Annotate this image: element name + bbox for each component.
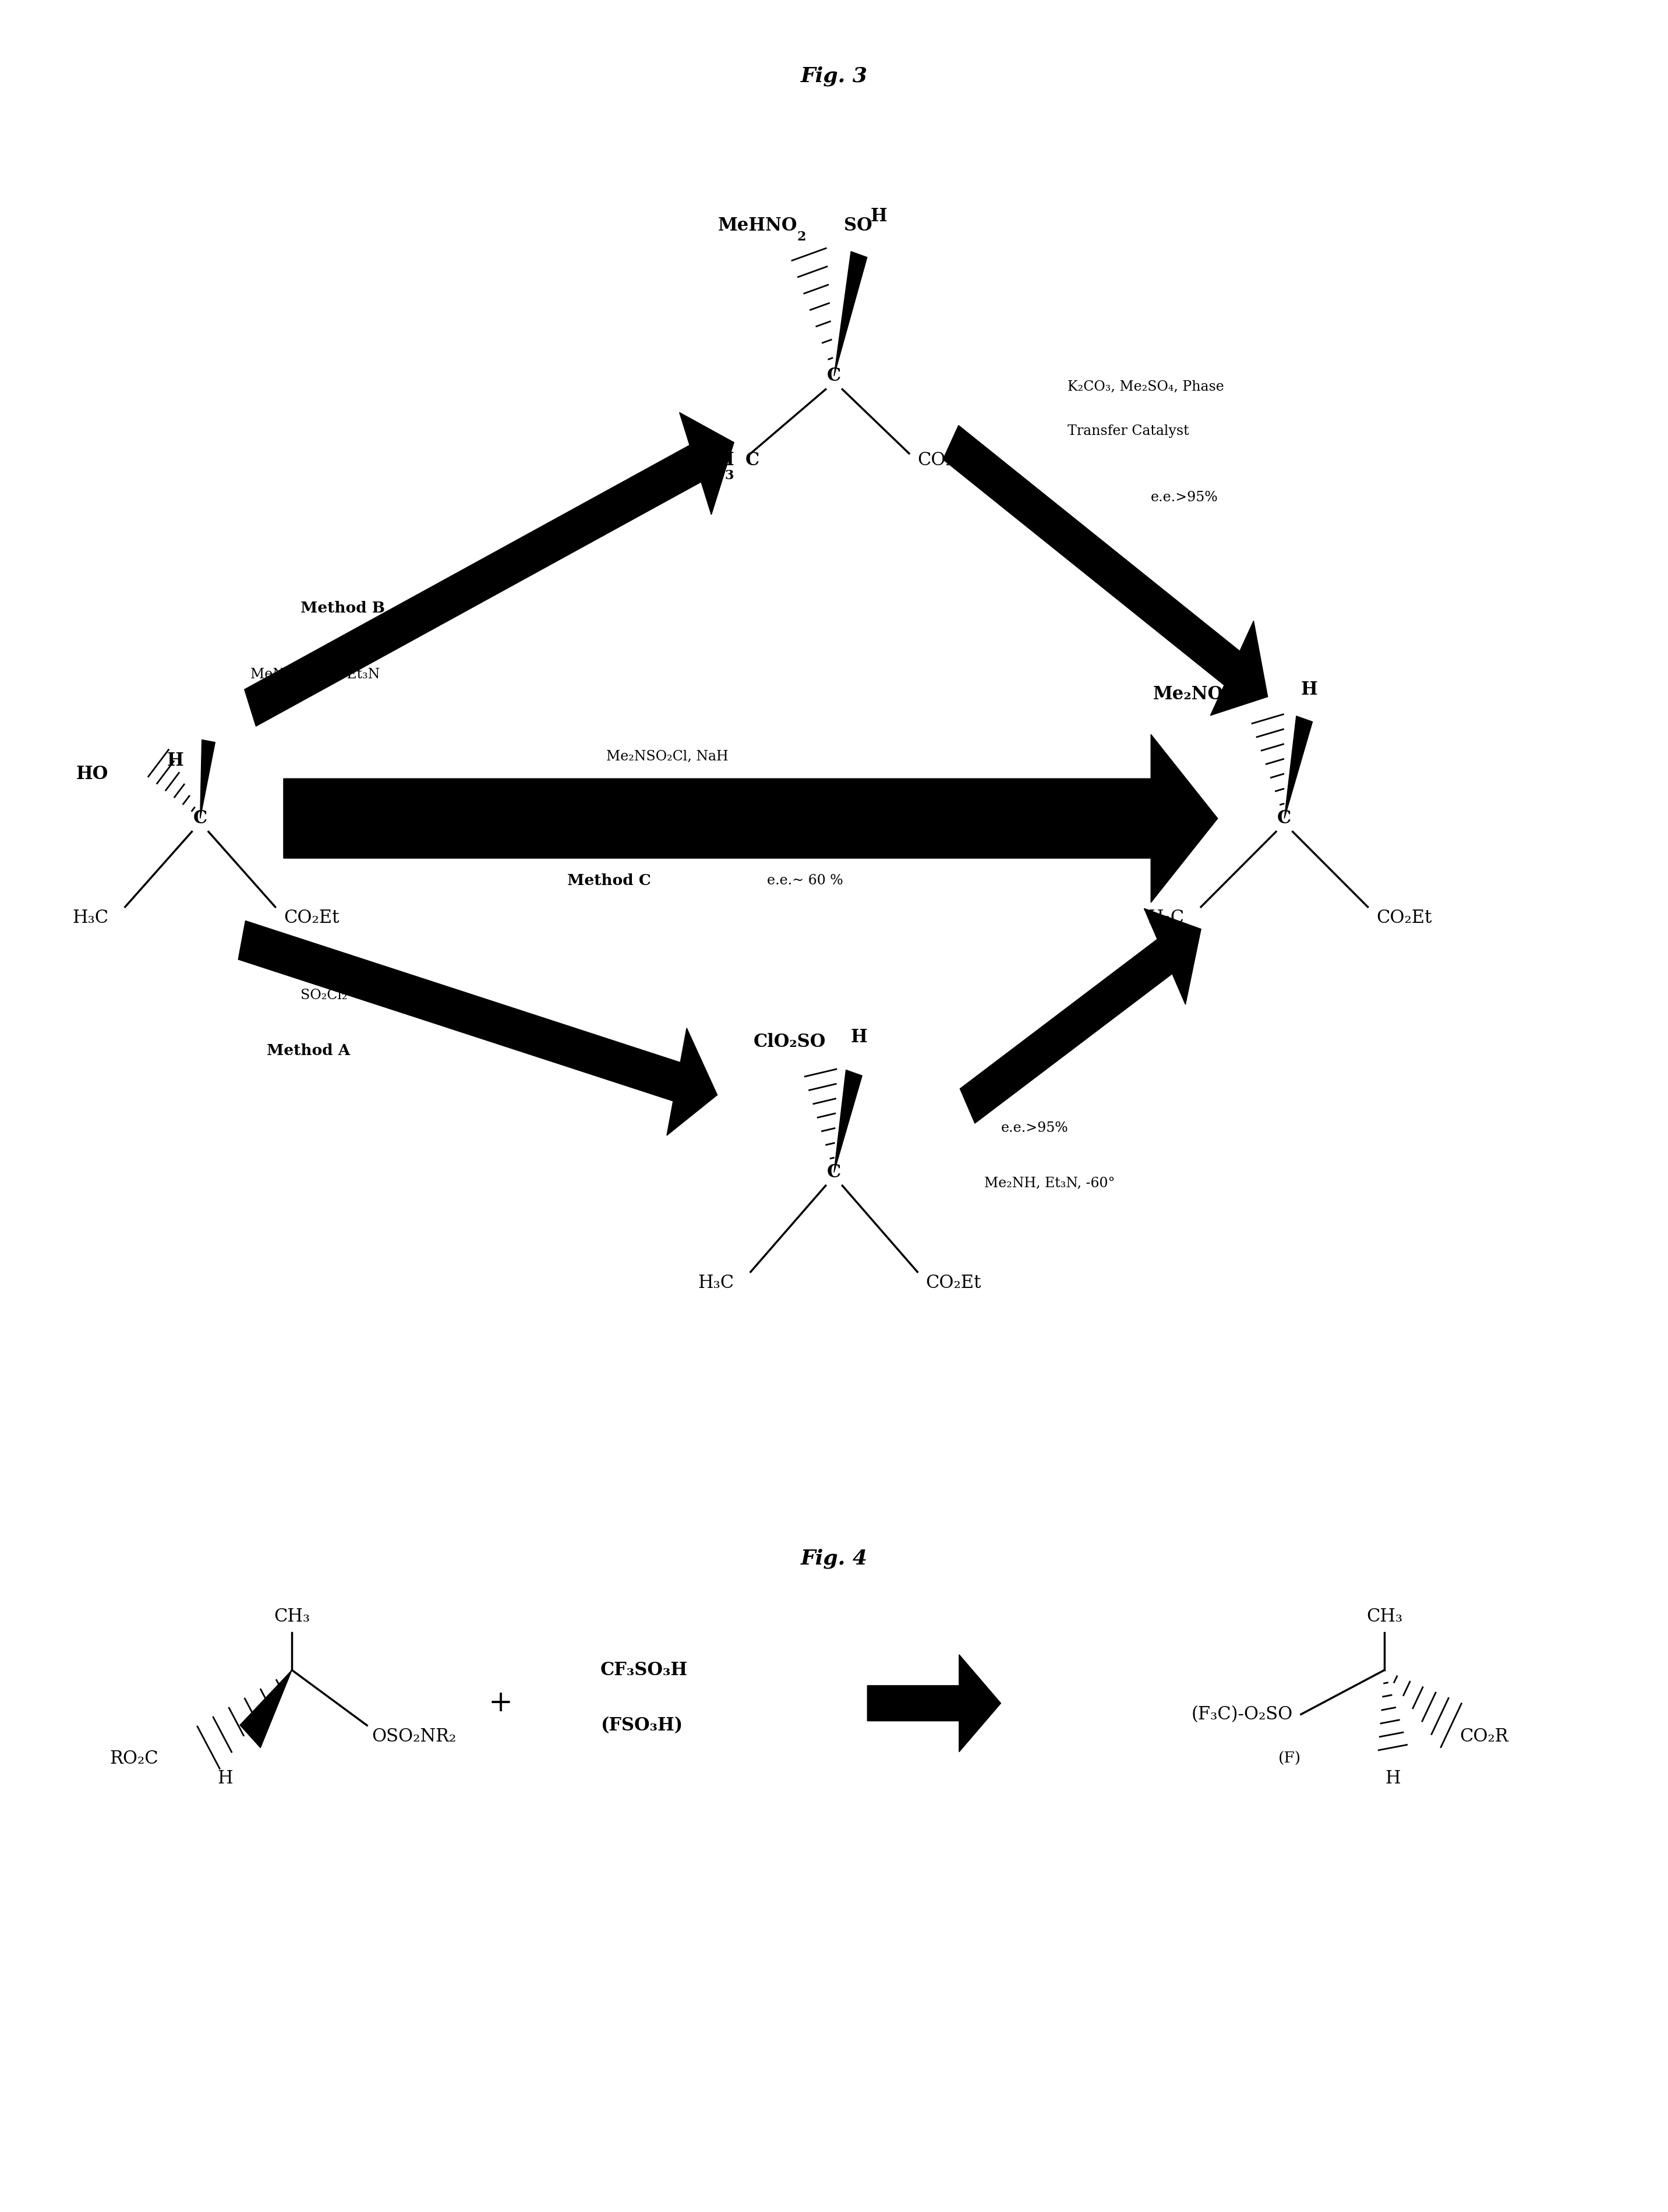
Text: H: H [217,1770,234,1787]
Text: CO₂Et: CO₂Et [926,1274,981,1292]
Text: Me₂NO₂SO: Me₂NO₂SO [1153,686,1259,703]
Text: CO₂Et: CO₂Et [917,451,972,469]
Text: Fig. 3: Fig. 3 [801,66,867,86]
Polygon shape [200,739,215,818]
Text: CO₂Et: CO₂Et [284,909,339,927]
Polygon shape [240,1670,292,1747]
Text: 2: 2 [797,230,806,243]
Text: C: C [193,810,207,827]
Text: CO₂Et: CO₂Et [1376,909,1431,927]
Text: Fig. 4: Fig. 4 [801,1548,867,1568]
Text: (F₃C)-O₂SO: (F₃C)-O₂SO [1191,1705,1293,1723]
Text: e.e.>95%: e.e.>95% [1151,491,1218,504]
Text: CO₂R: CO₂R [1460,1728,1508,1745]
Text: +: + [489,1688,512,1719]
Text: CH₃: CH₃ [1366,1608,1403,1626]
Polygon shape [245,411,734,726]
Text: OSO₂NR₂: OSO₂NR₂ [372,1728,457,1745]
Polygon shape [942,425,1268,714]
Text: (FSO₃H): (FSO₃H) [600,1717,682,1734]
Text: H₃C: H₃C [677,451,714,469]
Text: RO₂C: RO₂C [110,1750,158,1767]
Text: H: H [1301,681,1318,699]
Text: C: C [827,1164,841,1181]
Text: MeNHSO₂Cl, Et₃N: MeNHSO₂Cl, Et₃N [250,668,380,681]
Text: Method C: Method C [567,874,651,887]
Text: C: C [1278,810,1291,827]
Polygon shape [834,252,867,376]
Text: K₂CO₃, Me₂SO₄, Phase: K₂CO₃, Me₂SO₄, Phase [1068,380,1224,394]
Text: C: C [827,367,841,385]
Text: H₃C: H₃C [697,1274,734,1292]
Polygon shape [1284,717,1313,818]
Text: H: H [871,208,887,226]
Polygon shape [834,1071,862,1172]
Text: (F): (F) [1278,1752,1301,1765]
Text: Method B: Method B [300,602,385,615]
Text: e.e.>95%: e.e.>95% [1001,1121,1068,1135]
Text: SO: SO [844,217,872,234]
Text: C: C [746,451,759,469]
Text: Transfer Catalyst: Transfer Catalyst [1068,425,1189,438]
Polygon shape [284,734,1218,902]
Polygon shape [961,909,1201,1124]
Text: Me₂NH, Et₃N, -60°: Me₂NH, Et₃N, -60° [984,1177,1114,1190]
Text: MeHNO: MeHNO [717,217,797,234]
Text: e.e.~ 60 %: e.e.~ 60 % [767,874,844,887]
Text: Method A: Method A [267,1044,350,1057]
Text: H₃C: H₃C [1148,909,1184,927]
Polygon shape [239,920,717,1135]
Text: CF₃SO₃H: CF₃SO₃H [600,1661,687,1679]
Text: H: H [851,1029,867,1046]
Text: ClO₂SO: ClO₂SO [754,1033,826,1051]
Text: H: H [167,752,183,770]
Text: 3: 3 [726,469,734,482]
Text: H: H [1384,1770,1401,1787]
Text: H₃C: H₃C [72,909,108,927]
Text: Me₂NSO₂Cl, NaH: Me₂NSO₂Cl, NaH [605,750,729,763]
Text: H: H [717,451,734,469]
Text: CH₃: CH₃ [274,1608,310,1626]
Text: SO₂Cl₂: SO₂Cl₂ [300,989,347,1002]
Polygon shape [867,1655,1001,1752]
Text: HO: HO [77,765,108,783]
